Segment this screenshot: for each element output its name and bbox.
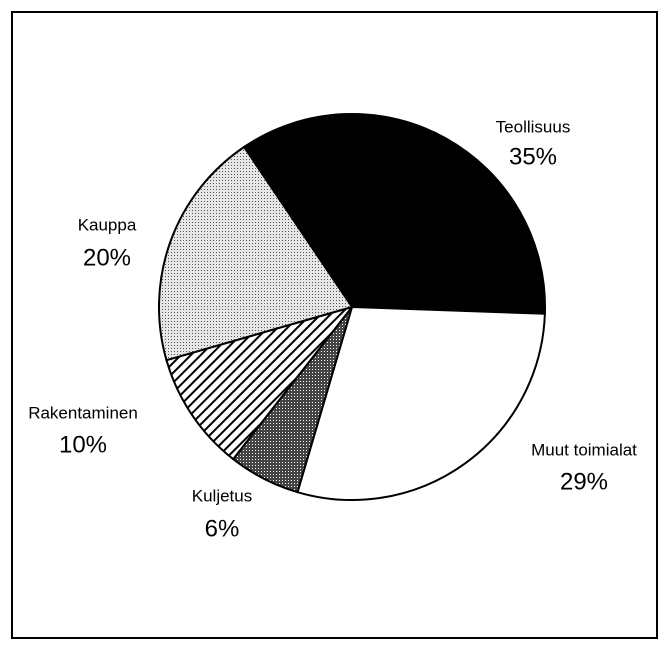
slice-value: 20% — [83, 244, 131, 271]
slice-label: Kauppa — [78, 215, 137, 234]
slice-label: Kuljetus — [192, 486, 252, 505]
frame — [11, 11, 658, 639]
slice-value: 10% — [59, 431, 107, 458]
pie-slice — [158, 145, 354, 362]
slice-value: 35% — [509, 143, 557, 170]
pie-slice — [242, 113, 546, 315]
pie-slice — [296, 305, 546, 501]
slice-label: Muut toimialat — [531, 440, 637, 459]
slice-value: 6% — [205, 515, 240, 542]
slice-label: Rakentaminen — [28, 403, 138, 422]
slice-label: Teollisuus — [496, 117, 571, 136]
pie-slice — [165, 305, 355, 461]
slice-value: 29% — [560, 468, 608, 495]
